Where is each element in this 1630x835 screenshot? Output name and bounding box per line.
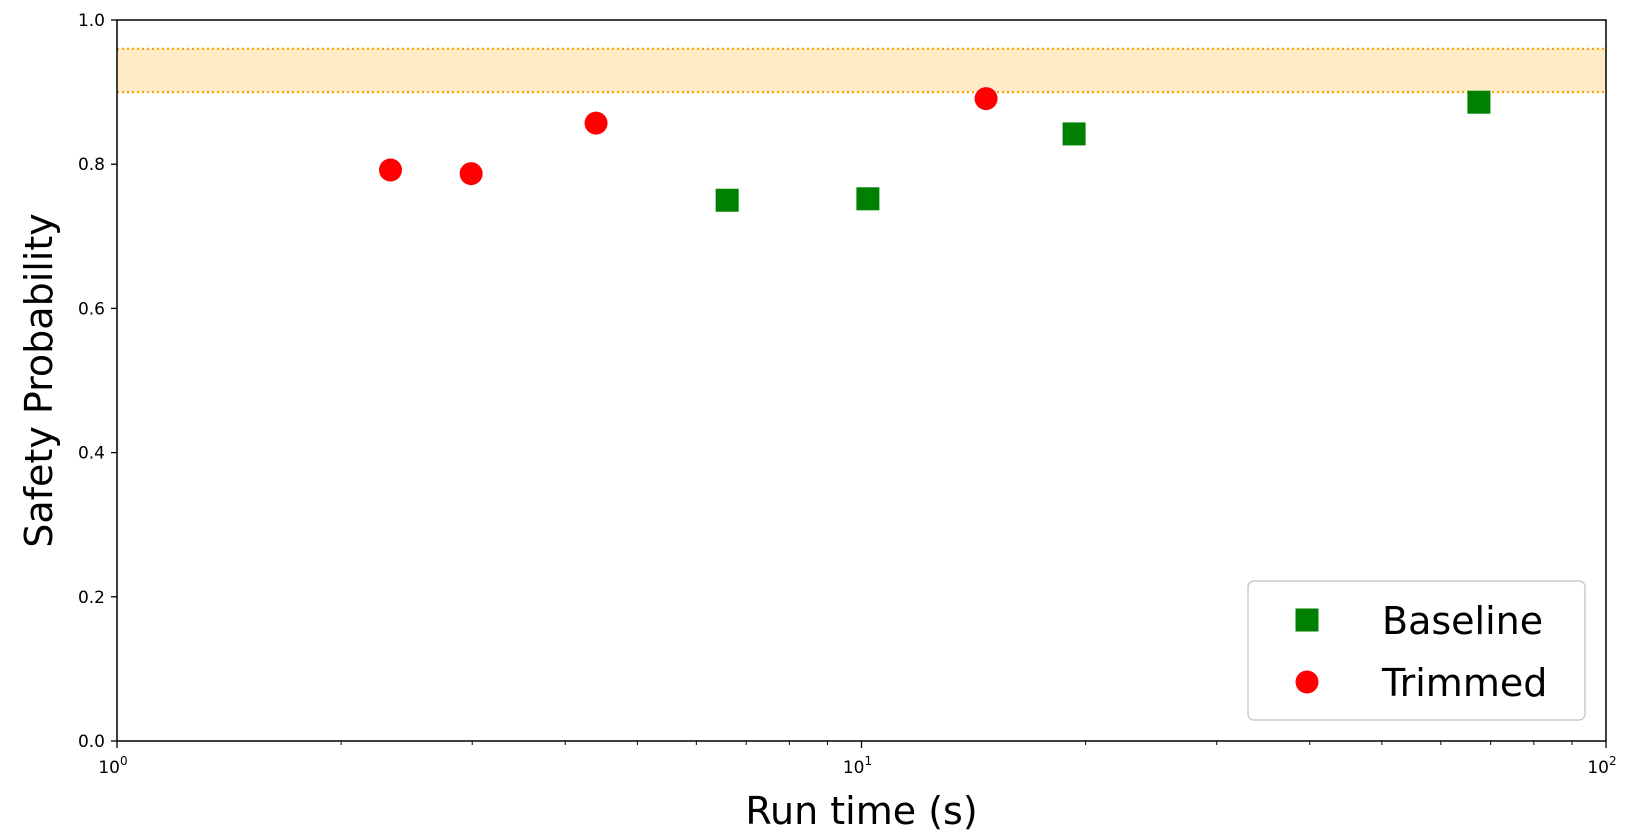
trimmed-point bbox=[378, 158, 402, 182]
baseline-point bbox=[715, 188, 739, 212]
baseline-point bbox=[1062, 122, 1086, 146]
trimmed-point bbox=[459, 162, 483, 186]
y-tick-label: 1.0 bbox=[78, 11, 105, 31]
y-tick-label: 0.0 bbox=[78, 732, 105, 752]
y-tick-label: 0.6 bbox=[78, 299, 105, 319]
legend-marker-baseline bbox=[1295, 608, 1319, 632]
x-tick-label: 101 bbox=[843, 754, 872, 778]
trimmed-point bbox=[974, 87, 998, 111]
target-band bbox=[117, 47, 1606, 94]
y-tick-label: 0.4 bbox=[78, 444, 105, 464]
data-points bbox=[378, 87, 1491, 212]
x-tick-label: 102 bbox=[1587, 754, 1616, 778]
x-tick-label: 100 bbox=[98, 754, 127, 778]
axis-ticks: 0.0 0.2 0.4 0.6 0.8 1.0 100 101 102 bbox=[78, 11, 1617, 778]
baseline-point bbox=[1467, 90, 1491, 114]
x-axis-label: Run time (s) bbox=[745, 789, 977, 833]
legend: Baseline Trimmed bbox=[1247, 580, 1586, 721]
target-band-fill bbox=[117, 48, 1606, 93]
y-tick-label: 0.2 bbox=[78, 588, 105, 608]
y-axis-label: Safety Probability bbox=[17, 213, 61, 548]
legend-label-baseline: Baseline bbox=[1382, 599, 1543, 643]
y-tick-label: 0.8 bbox=[78, 155, 105, 175]
legend-label-trimmed: Trimmed bbox=[1381, 661, 1547, 705]
baseline-point bbox=[856, 187, 880, 211]
legend-box bbox=[1247, 580, 1586, 721]
legend-marker-trimmed bbox=[1295, 670, 1319, 694]
trimmed-point bbox=[584, 111, 608, 135]
